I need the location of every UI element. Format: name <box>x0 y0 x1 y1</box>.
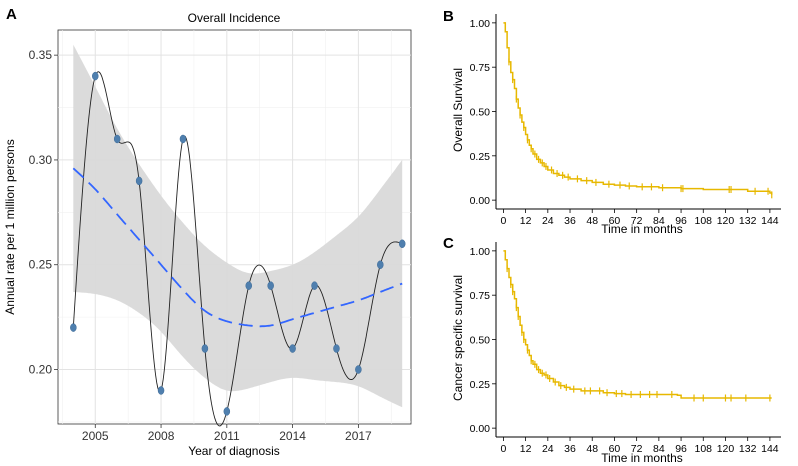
x-tick-label: 120 <box>717 443 735 455</box>
x-tick-label: 2005 <box>82 429 109 443</box>
data-point <box>201 344 209 353</box>
y-tick-label: 0.50 <box>470 335 491 347</box>
x-tick-label: 24 <box>542 443 554 455</box>
y-tick-label: 0.30 <box>29 153 53 167</box>
y-tick-label: 0.75 <box>470 62 491 74</box>
y-tick-label: 0.25 <box>29 258 53 272</box>
data-point <box>355 365 362 374</box>
data-point <box>311 281 318 290</box>
x-tick-label: 36 <box>564 215 576 227</box>
incidence-chart: Overall Incidence Year of diagnosis Annu… <box>3 11 412 458</box>
survival-curve <box>503 250 772 399</box>
x-tick-label: 36 <box>564 443 576 455</box>
y-tick-label: 0.50 <box>470 107 491 119</box>
chart-title: Overall Incidence <box>188 11 281 25</box>
data-point <box>245 281 253 290</box>
cancer-specific-survival-chart: Time in months Cancer specific survival … <box>451 242 781 465</box>
y-axis-label: Overall Survival <box>451 68 465 152</box>
panel-label-b: B <box>443 8 454 25</box>
x-tick-label: 2014 <box>279 429 306 443</box>
x-tick-label: 12 <box>520 215 532 227</box>
x-tick-label: 96 <box>675 215 687 227</box>
x-tick-label: 72 <box>631 215 643 227</box>
x-tick-label: 120 <box>717 215 735 227</box>
overall-survival-chart: Time in months Overall Survival 0.00 0.25… <box>451 14 781 236</box>
y-tick-label: 0.00 <box>470 423 491 435</box>
data-point <box>289 344 296 353</box>
data-point <box>398 239 406 249</box>
y-tick-label: 0.25 <box>470 379 491 391</box>
data-point <box>333 344 340 353</box>
x-tick-label: 72 <box>631 443 643 455</box>
panel-label-c: C <box>443 235 454 252</box>
x-tick-label: 144 <box>761 443 779 455</box>
y-tick-label: 0.75 <box>470 290 491 302</box>
x-tick-label: 132 <box>739 215 757 227</box>
x-tick-label: 60 <box>609 443 621 455</box>
data-point <box>113 134 121 144</box>
x-tick-label: 24 <box>542 215 554 227</box>
y-tick-label: 0.35 <box>29 48 53 62</box>
x-axis-label: Year of diagnosis <box>188 444 280 458</box>
x-axis-label: Time in months <box>601 451 683 465</box>
x-tick-label: 0 <box>500 443 506 455</box>
y-tick-label: 0.00 <box>470 195 491 207</box>
y-tick-label: 1.00 <box>470 18 491 30</box>
x-tick-label: 2008 <box>148 429 175 443</box>
y-axis-label: Cancer specific survival <box>451 275 465 401</box>
panel-label-a: A <box>6 6 17 23</box>
y-axis-label: Annual rate per 1 million persons <box>3 139 17 314</box>
data-point <box>267 281 274 290</box>
x-tick-label: 48 <box>586 215 598 227</box>
data-point <box>157 386 165 395</box>
x-tick-label: 2011 <box>214 429 240 443</box>
data-point <box>92 71 99 81</box>
x-tick-label: 12 <box>520 443 532 455</box>
x-tick-label: 132 <box>739 443 757 455</box>
data-point <box>70 323 77 332</box>
y-tick-label: 1.00 <box>470 246 491 258</box>
trend-line <box>72 167 403 328</box>
confidence-band <box>73 44 403 408</box>
x-tick-label: 2017 <box>345 429 372 443</box>
data-point <box>377 260 384 269</box>
data-point <box>223 407 231 416</box>
x-tick-label: 60 <box>609 215 621 227</box>
x-tick-label: 108 <box>695 443 713 455</box>
x-tick-label: 84 <box>653 215 665 227</box>
x-axis-label: Time in months <box>601 222 683 236</box>
x-tick-label: 144 <box>761 215 779 227</box>
y-tick-label: 0.25 <box>470 151 491 163</box>
x-tick-label: 108 <box>695 215 713 227</box>
x-tick-label: 48 <box>586 443 598 455</box>
x-tick-label: 96 <box>675 443 687 455</box>
data-point <box>179 134 187 144</box>
x-tick-label: 84 <box>653 443 665 455</box>
data-point <box>135 176 143 186</box>
x-tick-label: 0 <box>500 215 506 227</box>
observed-spline <box>72 71 403 427</box>
survival-curve <box>503 22 773 195</box>
y-tick-label: 0.20 <box>29 363 53 377</box>
